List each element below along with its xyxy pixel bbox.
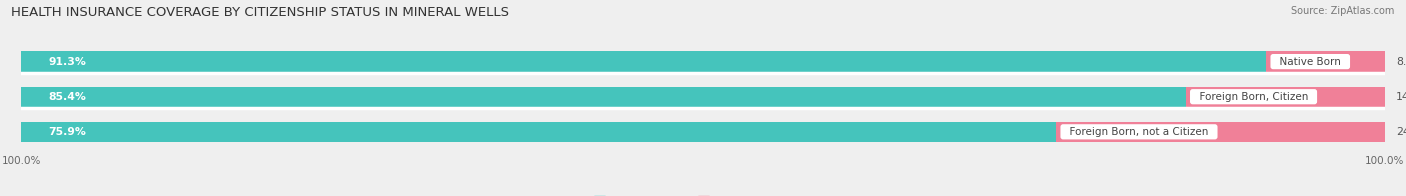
Bar (1185, 86, 1385, 107)
Bar (1267, 51, 1385, 72)
Text: Foreign Born, Citizen: Foreign Born, Citizen (1192, 92, 1315, 102)
Text: 24.1%: 24.1% (1396, 127, 1406, 137)
Text: 91.3%: 91.3% (48, 57, 86, 67)
Text: Foreign Born, not a Citizen: Foreign Born, not a Citizen (1063, 127, 1215, 137)
Text: Native Born: Native Born (1272, 57, 1347, 67)
Bar (21, 51, 1267, 72)
Text: 75.9%: 75.9% (48, 127, 86, 137)
Bar (21, 86, 1185, 107)
Text: HEALTH INSURANCE COVERAGE BY CITIZENSHIP STATUS IN MINERAL WELLS: HEALTH INSURANCE COVERAGE BY CITIZENSHIP… (11, 6, 509, 19)
Text: Source: ZipAtlas.com: Source: ZipAtlas.com (1291, 6, 1395, 16)
Bar (1056, 122, 1385, 142)
Text: 85.4%: 85.4% (48, 92, 86, 102)
Bar (21, 86, 1385, 107)
Text: 8.7%: 8.7% (1396, 57, 1406, 67)
Bar (21, 122, 1385, 142)
Bar (21, 122, 1056, 142)
Text: 14.6%: 14.6% (1396, 92, 1406, 102)
Bar (21, 51, 1385, 72)
Legend: With Coverage, Without Coverage: With Coverage, Without Coverage (592, 194, 814, 196)
